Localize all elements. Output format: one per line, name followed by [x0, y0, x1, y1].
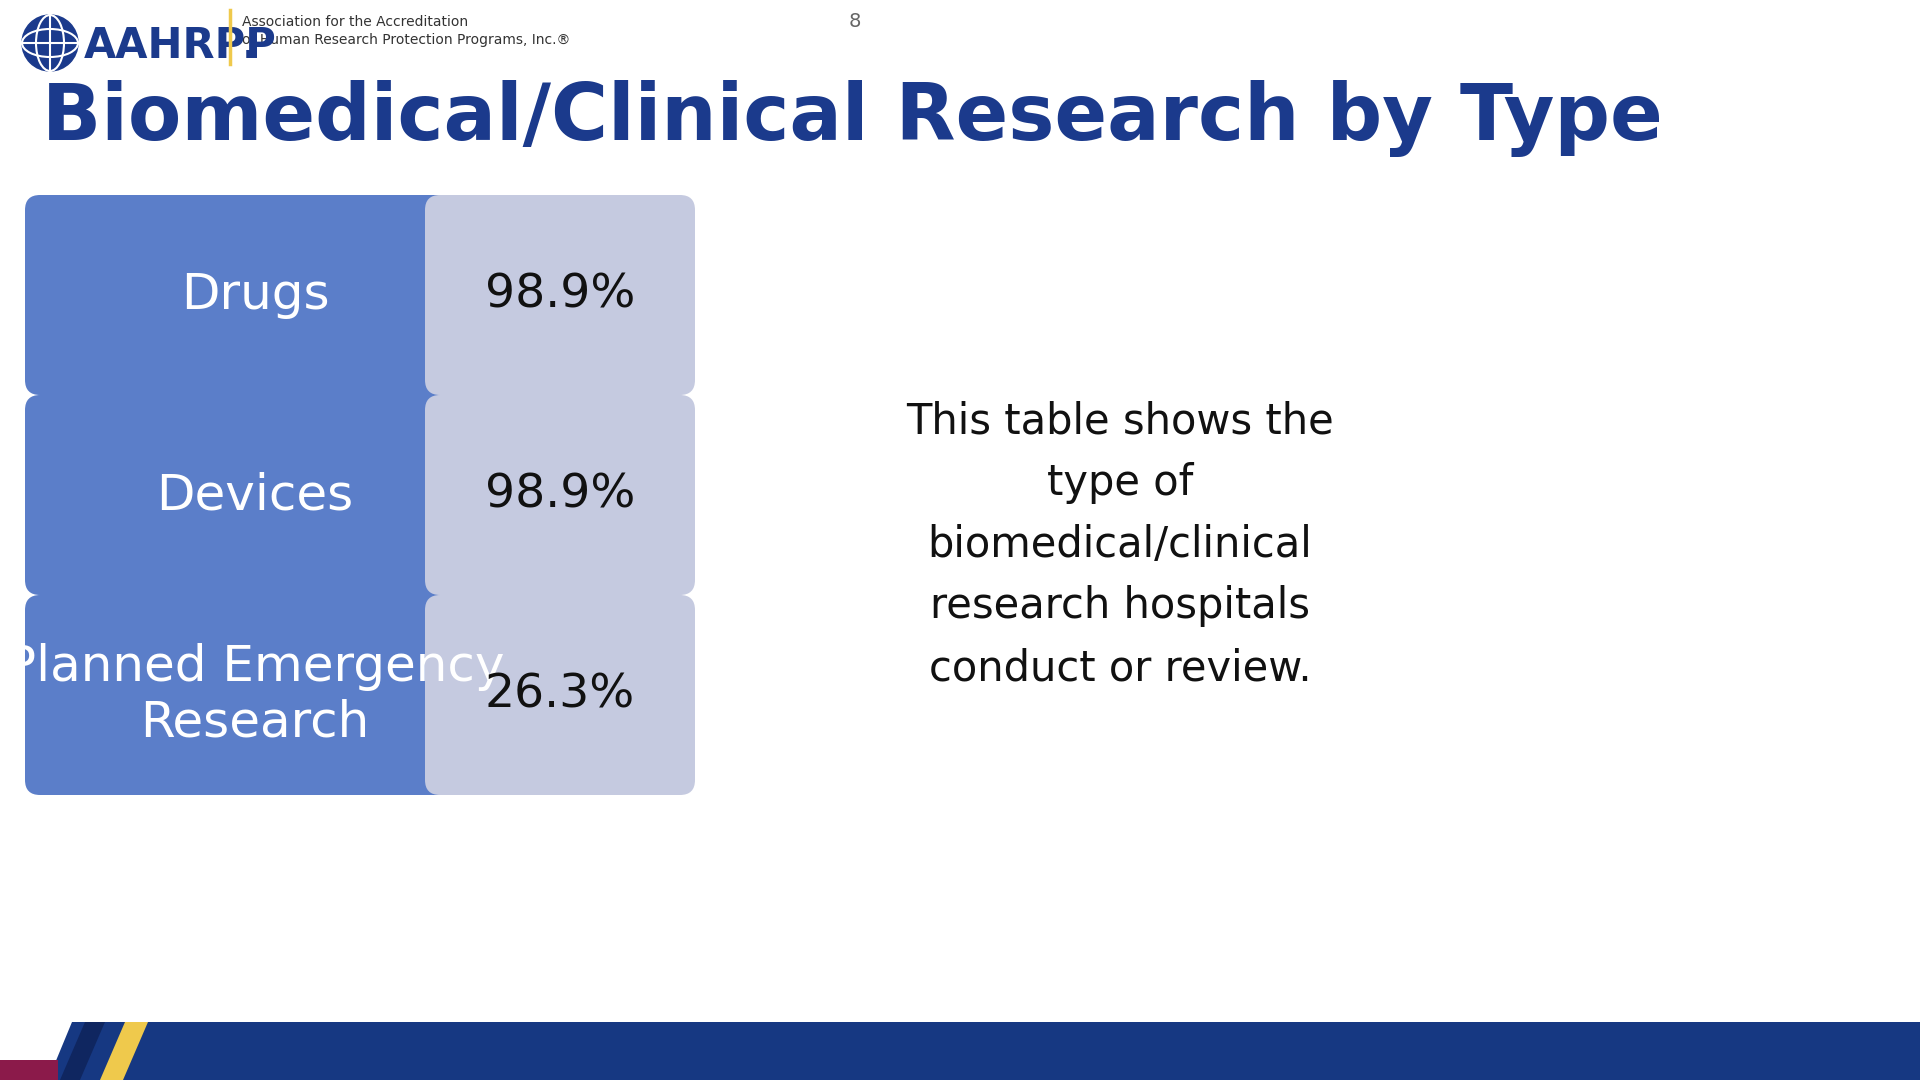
- FancyBboxPatch shape: [25, 395, 486, 595]
- FancyBboxPatch shape: [424, 595, 695, 795]
- FancyBboxPatch shape: [424, 195, 695, 395]
- Polygon shape: [0, 1022, 73, 1080]
- Bar: [0, 1020, 1920, 1022]
- Text: This table shows the
type of
biomedical/clinical
research hospitals
conduct or r: This table shows the type of biomedical/…: [906, 400, 1334, 689]
- Text: Devices: Devices: [156, 471, 353, 519]
- Text: Drugs: Drugs: [180, 271, 330, 319]
- Bar: [0, 1059, 58, 1080]
- Polygon shape: [60, 1022, 106, 1080]
- Text: .: .: [242, 25, 257, 67]
- FancyBboxPatch shape: [25, 595, 486, 795]
- Text: Planned Emergency
Research: Planned Emergency Research: [6, 644, 505, 746]
- Polygon shape: [100, 1022, 148, 1080]
- Text: AAHRPP: AAHRPP: [84, 25, 276, 67]
- FancyBboxPatch shape: [424, 395, 695, 595]
- Text: 98.9%: 98.9%: [486, 473, 636, 517]
- Text: 26.3%: 26.3%: [486, 673, 636, 717]
- FancyBboxPatch shape: [25, 195, 486, 395]
- Circle shape: [21, 15, 79, 71]
- Text: Association for the Accreditation
of Human Research Protection Programs, Inc.®: Association for the Accreditation of Hum…: [242, 15, 570, 48]
- Bar: [0, 1022, 1920, 1080]
- Text: 98.9%: 98.9%: [486, 272, 636, 318]
- Text: 8: 8: [849, 12, 862, 31]
- Text: Biomedical/Clinical Research by Type: Biomedical/Clinical Research by Type: [42, 80, 1663, 157]
